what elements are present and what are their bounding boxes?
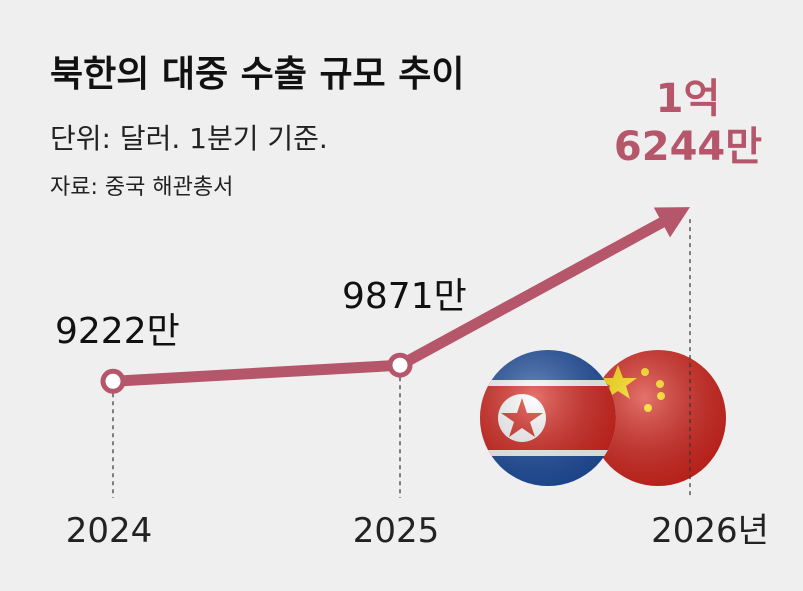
chart-title: 북한의 대중 수출 규모 추이 [50, 54, 464, 95]
china-flag [590, 350, 726, 486]
value-label: 9222만 [55, 311, 180, 352]
data-point [387, 352, 413, 378]
x-tick-label: 2024 [66, 511, 153, 551]
data-point [100, 368, 126, 394]
x-tick-label: 2026년 [651, 511, 769, 551]
value-label: 9871만 [342, 276, 467, 317]
chart-subtitle: 단위: 달러. 1분기 기준. [50, 122, 328, 155]
north-korea-flag [480, 350, 616, 486]
value-label: 1억 6244만 [614, 76, 762, 170]
x-tick-label: 2025 [353, 511, 440, 551]
arrow-head [653, 207, 690, 238]
source: 자료: 중국 해관총서 [50, 175, 233, 200]
